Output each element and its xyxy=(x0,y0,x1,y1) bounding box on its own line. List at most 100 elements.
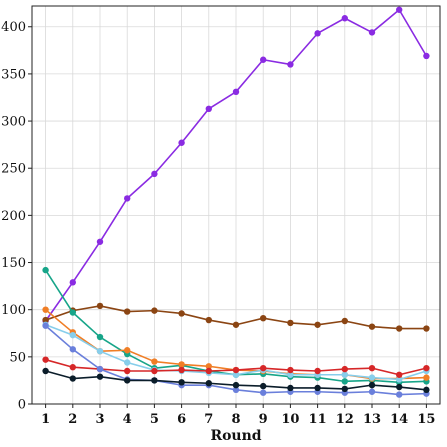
data-point xyxy=(151,170,158,178)
data-point xyxy=(423,386,430,394)
y-tick-label: 100 xyxy=(1,303,26,318)
data-point xyxy=(96,302,104,310)
y-tick-label: 0 xyxy=(18,398,26,413)
x-tick-label: 15 xyxy=(417,412,435,427)
data-point xyxy=(69,364,77,371)
data-point xyxy=(124,367,131,375)
data-point xyxy=(96,347,104,355)
data-point xyxy=(396,376,403,383)
data-point xyxy=(205,105,212,113)
data-point xyxy=(205,367,212,375)
x-tick-label: 11 xyxy=(309,412,327,427)
data-point xyxy=(314,384,321,392)
data-point xyxy=(42,322,49,329)
x-axis: 1 2 3 4 5 6 7 8 9 10 11 12 13 14 15 xyxy=(41,404,435,427)
data-point xyxy=(341,317,348,325)
data-point xyxy=(124,308,131,315)
data-point xyxy=(178,366,185,374)
data-point xyxy=(341,15,348,22)
data-point xyxy=(96,373,104,380)
x-tick-label: 7 xyxy=(204,412,213,427)
data-point xyxy=(69,346,77,353)
data-point xyxy=(287,371,294,378)
data-point xyxy=(205,363,212,370)
data-point xyxy=(69,375,77,382)
data-point xyxy=(396,391,403,398)
data-point xyxy=(368,29,376,36)
data-point xyxy=(341,371,348,378)
data-point xyxy=(260,314,267,322)
data-point xyxy=(314,30,321,37)
data-point xyxy=(232,321,240,328)
data-point xyxy=(124,377,131,384)
data-point xyxy=(232,371,240,378)
data-point xyxy=(368,388,376,395)
data-point xyxy=(69,331,77,339)
data-point xyxy=(178,310,185,317)
data-point xyxy=(314,321,321,328)
data-point xyxy=(314,367,321,375)
x-axis-title: Round xyxy=(210,428,261,444)
data-point xyxy=(232,88,240,96)
y-axis: 0 50 100 150 200 250 300 350 400 xyxy=(1,20,32,413)
y-tick-label: 200 xyxy=(1,209,26,224)
data-point xyxy=(287,384,294,392)
y-tick-label: 50 xyxy=(9,350,26,365)
x-tick-label: 8 xyxy=(231,412,240,427)
data-point xyxy=(96,333,104,341)
x-tick-label: 1 xyxy=(41,412,50,427)
x-tick-label: 14 xyxy=(390,412,408,427)
x-tick-label: 3 xyxy=(95,412,104,427)
data-point xyxy=(287,319,294,327)
data-point xyxy=(260,56,267,63)
x-tick-label: 6 xyxy=(177,412,186,427)
data-point xyxy=(341,385,348,393)
data-point xyxy=(124,195,131,202)
data-point xyxy=(42,367,49,375)
data-point xyxy=(178,379,185,386)
y-tick-label: 250 xyxy=(1,162,26,177)
data-point xyxy=(69,309,77,316)
series-group xyxy=(42,6,430,398)
data-point xyxy=(42,266,49,274)
data-point xyxy=(396,6,403,13)
data-point xyxy=(69,279,77,286)
data-point xyxy=(205,316,212,324)
x-tick-label: 2 xyxy=(68,412,77,427)
data-point xyxy=(42,306,49,313)
data-point xyxy=(423,325,430,332)
data-point xyxy=(287,366,294,374)
data-point xyxy=(232,366,240,374)
data-point xyxy=(42,356,49,363)
data-point xyxy=(368,374,376,381)
data-point xyxy=(423,52,430,60)
y-tick-label: 350 xyxy=(1,67,26,82)
data-point xyxy=(96,238,104,245)
x-tick-label: 13 xyxy=(363,412,381,427)
data-point xyxy=(368,381,376,389)
data-point xyxy=(124,359,131,366)
data-point xyxy=(42,316,49,324)
data-point xyxy=(341,378,348,385)
data-point xyxy=(396,325,403,332)
data-point xyxy=(205,380,212,387)
data-point xyxy=(260,364,267,372)
y-tick-label: 150 xyxy=(1,256,26,271)
y-tick-label: 300 xyxy=(1,115,26,130)
data-point xyxy=(368,323,376,330)
data-point xyxy=(260,389,267,396)
x-tick-label: 12 xyxy=(336,412,354,427)
series-8 xyxy=(42,367,430,394)
data-point xyxy=(151,377,158,384)
data-point xyxy=(151,367,158,375)
x-tick-label: 5 xyxy=(150,412,159,427)
x-tick-label: 10 xyxy=(281,412,299,427)
data-point xyxy=(368,364,376,372)
y-tick-label: 400 xyxy=(1,20,26,35)
x-tick-label: 4 xyxy=(123,412,132,427)
data-point xyxy=(423,374,430,381)
data-point xyxy=(178,139,185,146)
data-point xyxy=(151,307,158,314)
data-point xyxy=(396,383,403,391)
